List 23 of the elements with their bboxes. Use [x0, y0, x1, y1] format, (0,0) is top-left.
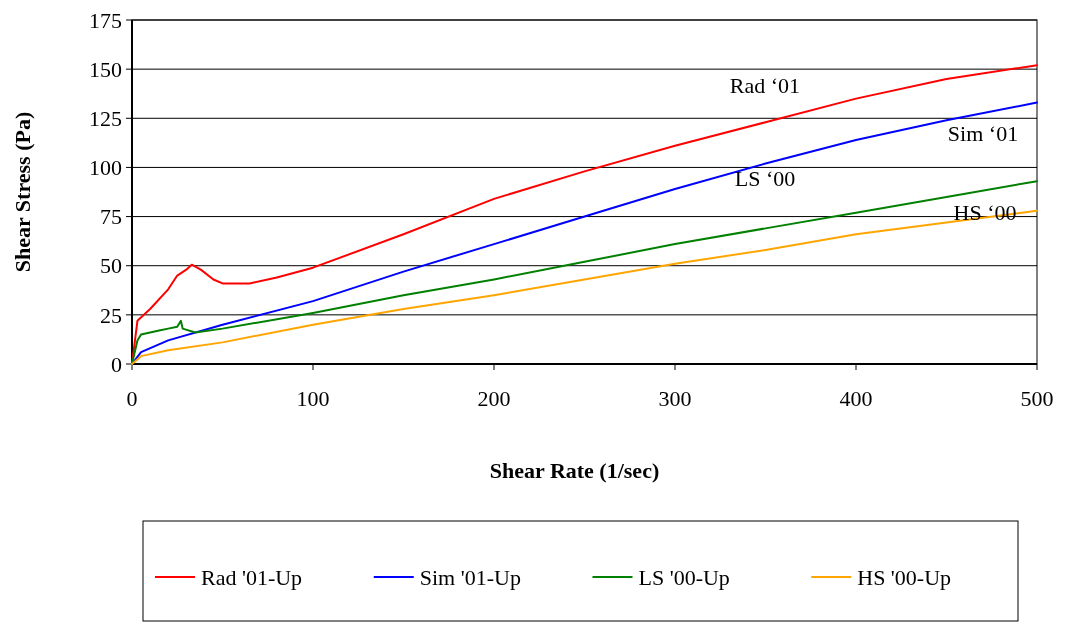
x-tick-label: 300: [658, 386, 692, 411]
legend-label: Sim '01-Up: [419, 564, 521, 590]
annotation: Rad ‘01: [729, 72, 801, 98]
x-tick-label: 200: [477, 386, 511, 411]
y-tick-label: 100: [89, 155, 122, 181]
x-tick-label: 0: [126, 386, 138, 411]
y-axis-title: Shear Stress (Pa): [10, 111, 35, 273]
y-tick-label: 175: [89, 7, 122, 33]
legend-label: Rad '01-Up: [201, 564, 303, 590]
legend-label: HS '00-Up: [857, 564, 952, 590]
annotation: LS ‘00: [734, 165, 796, 191]
y-tick-label: 150: [89, 56, 122, 82]
y-tick-label: 125: [89, 105, 122, 131]
y-tick-label: 0: [111, 351, 122, 377]
x-tick-label: 400: [839, 386, 873, 411]
y-tick-label: 50: [100, 253, 122, 279]
y-tick-label: 25: [100, 302, 122, 328]
y-tick-label: 75: [100, 204, 122, 230]
legend-label: LS '00-Up: [638, 564, 730, 590]
annotation: Sim ‘01: [947, 120, 1019, 146]
x-tick-label: 100: [296, 386, 330, 411]
x-tick-label: 500: [1020, 386, 1054, 411]
x-axis-title: Shear Rate (1/sec): [489, 458, 660, 483]
